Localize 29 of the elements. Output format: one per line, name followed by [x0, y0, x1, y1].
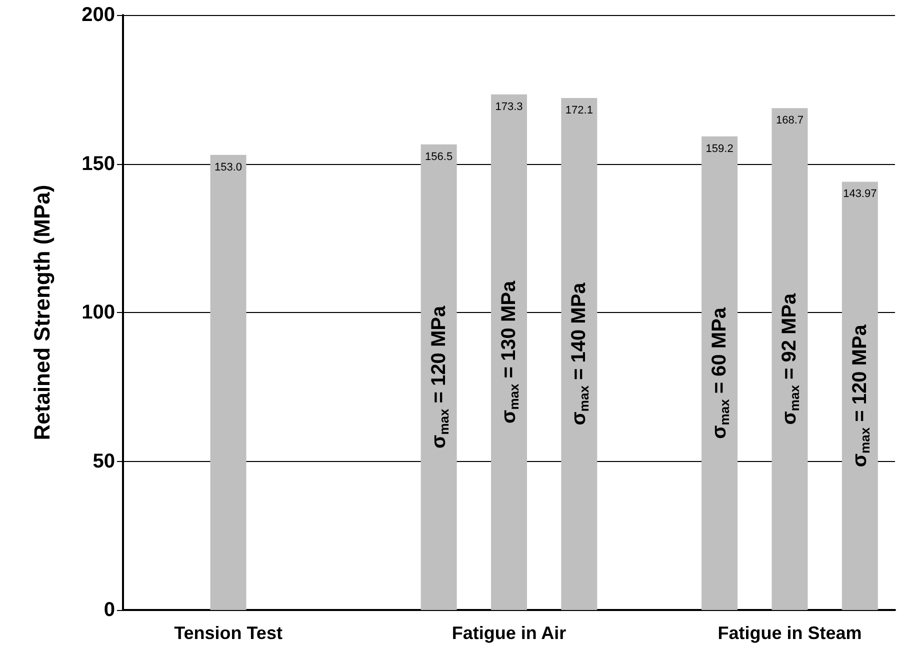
annotation: σmax = 120 MPa: [428, 305, 452, 448]
x-tick-label: Fatigue in Air: [452, 623, 566, 643]
y-tick-label: 0: [104, 599, 115, 621]
annotation: σmax = 120 MPa: [848, 324, 872, 468]
bar: [210, 154, 246, 610]
annotation: σmax = 140 MPa: [568, 282, 592, 426]
x-tick-label: Tension Test: [174, 623, 282, 643]
y-tick-label: 200: [82, 4, 115, 26]
data-label: 159.2: [706, 142, 734, 155]
annotation: σmax = 130 MPa: [498, 280, 522, 424]
y-axis-title: Retained Strength (MPa): [30, 184, 54, 440]
y-tick-label: 100: [82, 302, 115, 324]
annotation: σmax = 60 MPa: [708, 306, 732, 439]
data-label: 172.1: [565, 104, 593, 117]
y-tick-label: 150: [82, 152, 115, 175]
x-tick-label: Fatigue in Steam: [718, 623, 862, 643]
bar: [772, 108, 808, 610]
bar: [420, 144, 457, 610]
bar: [702, 136, 738, 610]
data-label: 143.97: [843, 188, 877, 200]
data-label: 168.7: [776, 114, 804, 127]
y-tick-label: 50: [92, 450, 115, 472]
annotation: σmax = 92 MPa: [778, 292, 802, 425]
data-label: 173.3: [495, 100, 523, 113]
bar: [491, 94, 527, 610]
bar: [842, 182, 878, 610]
bar: [561, 98, 598, 610]
data-label: 153.0: [214, 161, 242, 174]
data-label: 156.5: [425, 150, 453, 163]
